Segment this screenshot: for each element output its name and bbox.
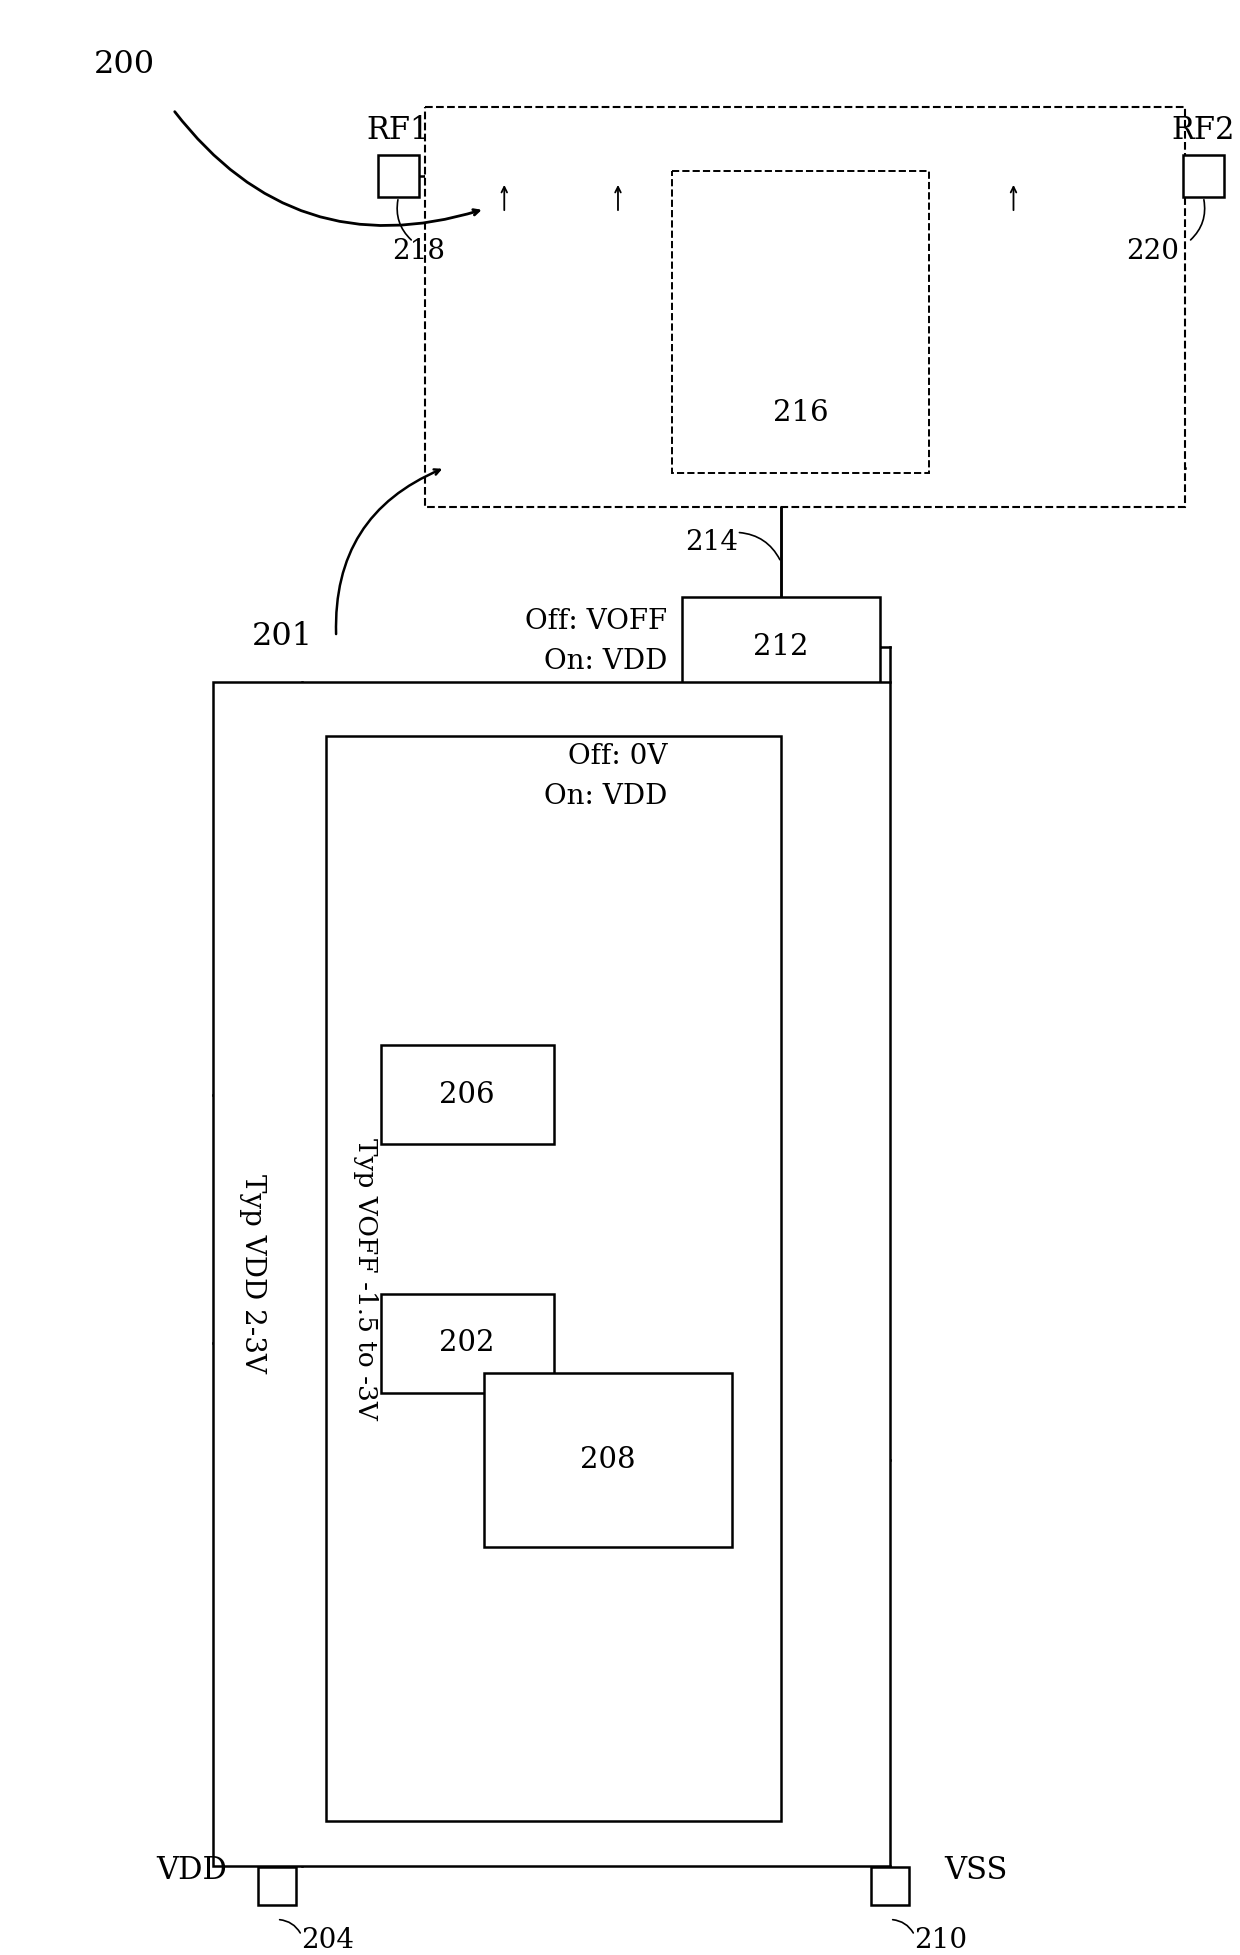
Bar [326,737,781,1820]
Bar [212,682,890,1865]
Bar [381,1294,554,1394]
Text: 212: 212 [754,633,808,661]
Text: RF1: RF1 [367,115,430,147]
Bar [682,596,880,696]
Bar [381,1044,554,1144]
Text: 204: 204 [301,1928,355,1953]
Text: 214: 214 [686,528,738,555]
Text: Typ VOFF -1.5 to -3V: Typ VOFF -1.5 to -3V [353,1138,378,1419]
Text: On: VDD: On: VDD [544,782,667,809]
Text: Typ VDD 2-3V: Typ VDD 2-3V [238,1175,265,1372]
Text: 201: 201 [252,622,314,653]
Text: 210: 210 [915,1928,967,1953]
Text: Off: VOFF: Off: VOFF [526,608,667,635]
Text: 220: 220 [1126,239,1179,266]
Bar [485,1372,732,1546]
Text: On: VDD: On: VDD [544,649,667,674]
Bar [672,172,930,473]
Text: 206: 206 [439,1081,495,1108]
Text: 202: 202 [439,1329,495,1357]
Text: RF2: RF2 [1172,115,1235,147]
Text: VDD: VDD [156,1855,227,1887]
Bar [425,108,1184,508]
Text: 216: 216 [773,399,828,426]
Bar [872,1867,909,1904]
Text: Off: 0V: Off: 0V [568,743,667,770]
Text: 218: 218 [392,239,445,266]
Text: 208: 208 [580,1447,636,1474]
Bar [1183,154,1224,197]
Text: VSS: VSS [945,1855,1008,1887]
Text: 200: 200 [94,49,155,80]
Bar [378,154,419,197]
Bar [258,1867,295,1904]
